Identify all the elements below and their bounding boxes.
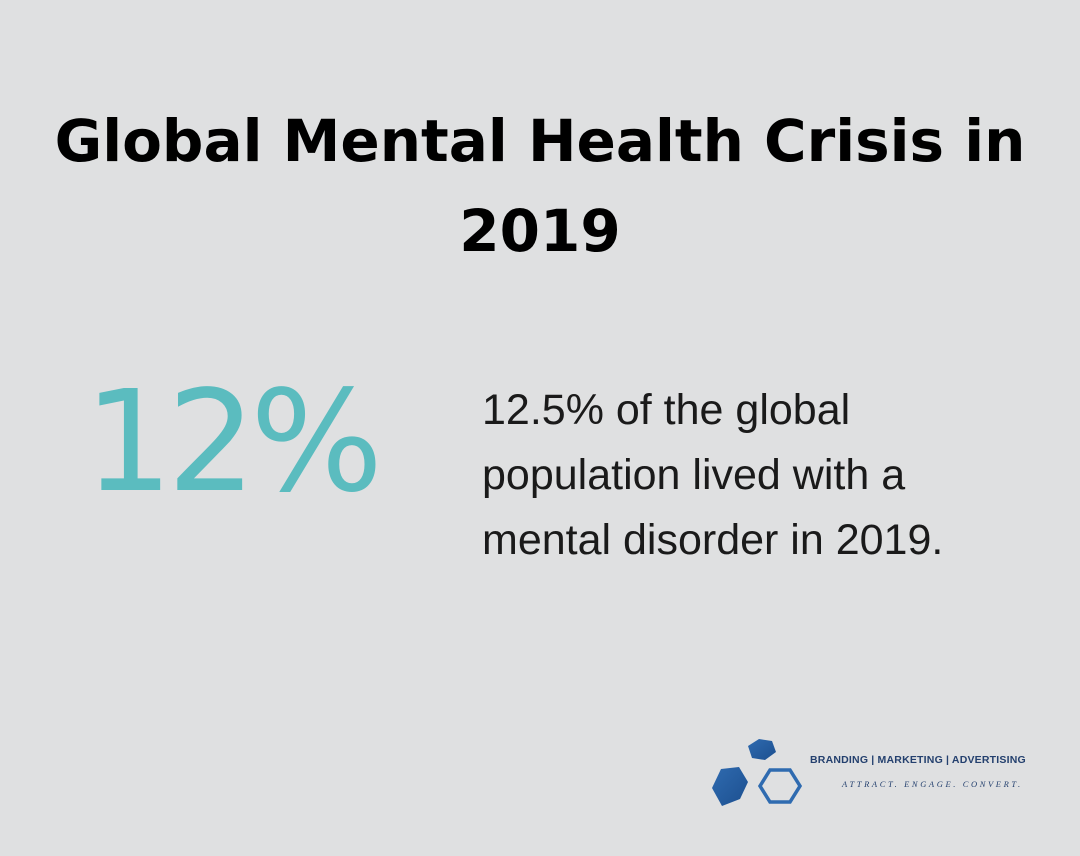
logo-tagline: BRANDING | MARKETING | ADVERTISING bbox=[810, 754, 1026, 766]
logo-slogan: ATTRACT. ENGAGE. CONVERT. bbox=[842, 779, 1023, 789]
page-title: Global Mental Health Crisis in 2019 bbox=[54, 107, 1026, 265]
stat-value: 12% bbox=[84, 361, 383, 524]
hexagon-logo-icon bbox=[712, 739, 803, 806]
stat-description: 12.5% of the global population lived wit… bbox=[482, 386, 944, 564]
brand-logo: BRANDING | MARKETING | ADVERTISING ATTRA… bbox=[708, 736, 1048, 816]
